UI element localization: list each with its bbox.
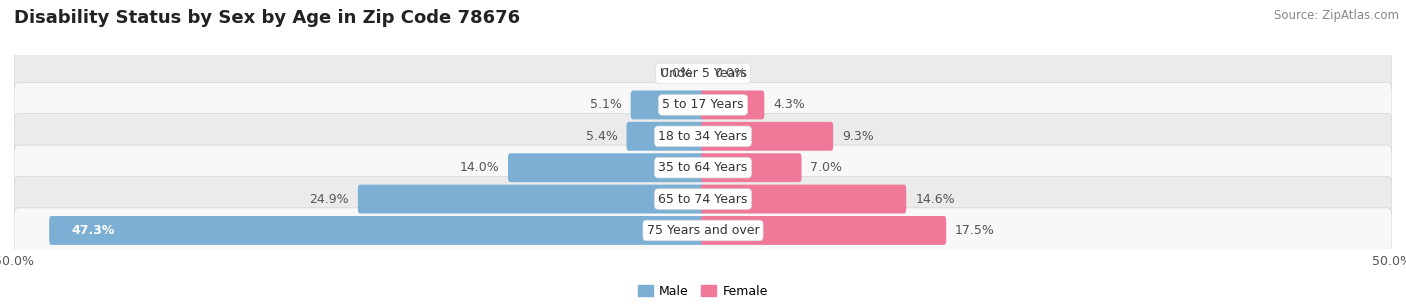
Text: 47.3%: 47.3% bbox=[72, 224, 115, 237]
Text: 14.6%: 14.6% bbox=[915, 192, 955, 206]
Legend: Male, Female: Male, Female bbox=[638, 285, 768, 298]
FancyBboxPatch shape bbox=[14, 145, 1392, 190]
Text: 35 to 64 Years: 35 to 64 Years bbox=[658, 161, 748, 174]
FancyBboxPatch shape bbox=[702, 153, 801, 182]
Text: 9.3%: 9.3% bbox=[842, 130, 875, 143]
Text: 5.1%: 5.1% bbox=[591, 98, 621, 112]
FancyBboxPatch shape bbox=[14, 177, 1392, 222]
FancyBboxPatch shape bbox=[627, 122, 704, 151]
Text: 4.3%: 4.3% bbox=[773, 98, 806, 112]
FancyBboxPatch shape bbox=[702, 216, 946, 245]
FancyBboxPatch shape bbox=[14, 82, 1392, 127]
FancyBboxPatch shape bbox=[14, 208, 1392, 253]
FancyBboxPatch shape bbox=[359, 185, 704, 213]
Text: 24.9%: 24.9% bbox=[309, 192, 349, 206]
Text: Source: ZipAtlas.com: Source: ZipAtlas.com bbox=[1274, 9, 1399, 22]
Text: 5.4%: 5.4% bbox=[586, 130, 617, 143]
FancyBboxPatch shape bbox=[14, 51, 1392, 96]
Text: 75 Years and over: 75 Years and over bbox=[647, 224, 759, 237]
FancyBboxPatch shape bbox=[631, 91, 704, 119]
FancyBboxPatch shape bbox=[49, 216, 704, 245]
FancyBboxPatch shape bbox=[702, 185, 907, 213]
Text: 5 to 17 Years: 5 to 17 Years bbox=[662, 98, 744, 112]
FancyBboxPatch shape bbox=[702, 91, 765, 119]
FancyBboxPatch shape bbox=[508, 153, 704, 182]
FancyBboxPatch shape bbox=[702, 122, 834, 151]
Text: Under 5 Years: Under 5 Years bbox=[659, 67, 747, 80]
Text: 17.5%: 17.5% bbox=[955, 224, 995, 237]
Text: 65 to 74 Years: 65 to 74 Years bbox=[658, 192, 748, 206]
Text: 0.0%: 0.0% bbox=[714, 67, 747, 80]
Text: 0.0%: 0.0% bbox=[659, 67, 692, 80]
Text: Disability Status by Sex by Age in Zip Code 78676: Disability Status by Sex by Age in Zip C… bbox=[14, 9, 520, 27]
Text: 7.0%: 7.0% bbox=[810, 161, 842, 174]
Text: 14.0%: 14.0% bbox=[460, 161, 499, 174]
Text: 18 to 34 Years: 18 to 34 Years bbox=[658, 130, 748, 143]
FancyBboxPatch shape bbox=[14, 114, 1392, 159]
